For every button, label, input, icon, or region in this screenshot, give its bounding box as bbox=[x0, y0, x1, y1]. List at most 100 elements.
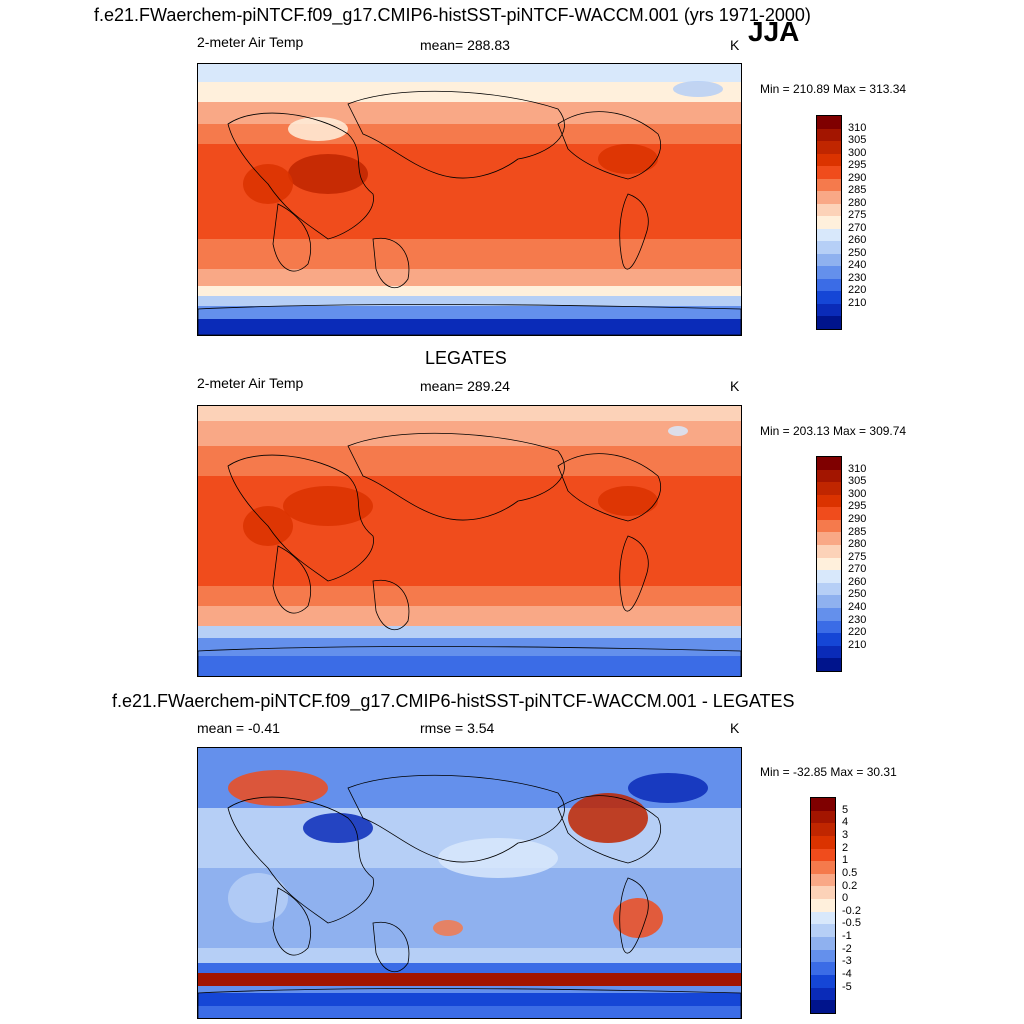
panel1-minmax: Min = 210.89 Max = 313.34 bbox=[760, 82, 907, 96]
map-band bbox=[198, 973, 741, 986]
colorbar-swatch bbox=[811, 861, 835, 874]
coastline bbox=[198, 304, 741, 335]
colorbar-tick-label: 295 bbox=[848, 500, 867, 513]
colorbar-tick-label: 285 bbox=[848, 184, 867, 197]
map-patch bbox=[598, 486, 658, 516]
colorbar-swatch bbox=[817, 645, 841, 659]
coastline bbox=[272, 203, 312, 272]
colorbar-tick-label: 2 bbox=[842, 841, 849, 854]
colorbar-tick-label: 1 bbox=[842, 854, 849, 867]
colorbar-tick-label: 250 bbox=[848, 588, 867, 601]
panel3-minmax: Min = -32.85 Max = 30.31 bbox=[760, 765, 897, 779]
colorbar-tick-label: 300 bbox=[848, 146, 867, 159]
panel3-units: K bbox=[730, 720, 740, 736]
colorbar-tick-label: 210 bbox=[848, 296, 867, 309]
colorbar-swatch bbox=[811, 899, 835, 912]
colorbar-swatch bbox=[817, 545, 841, 558]
map-band bbox=[198, 446, 741, 476]
map-patch bbox=[673, 81, 723, 97]
panel3-map bbox=[197, 747, 742, 1019]
map-band bbox=[198, 656, 741, 676]
coastline bbox=[557, 453, 661, 522]
map-band bbox=[198, 626, 741, 638]
colorbar-swatch bbox=[817, 153, 841, 167]
colorbar-tick-label: 3 bbox=[842, 828, 849, 841]
map-band bbox=[198, 82, 741, 102]
panel1-mean: mean= 288.83 bbox=[420, 37, 510, 53]
colorbar-tick-label: 5 bbox=[842, 803, 849, 816]
colorbar-swatch bbox=[811, 886, 835, 900]
map-patch bbox=[228, 873, 288, 923]
coastline bbox=[198, 988, 741, 1018]
colorbar-swatch bbox=[817, 595, 841, 608]
colorbar-swatches bbox=[816, 456, 842, 672]
map-patch bbox=[568, 793, 648, 843]
map-band bbox=[198, 286, 741, 296]
coastline bbox=[619, 193, 649, 270]
colorbar-tick-label: 220 bbox=[848, 284, 867, 297]
colorbar-tick-label: 300 bbox=[848, 487, 867, 500]
colorbar-swatch bbox=[817, 178, 841, 192]
panel1-units: K bbox=[730, 37, 740, 53]
panel3-mean: mean = -0.41 bbox=[197, 720, 280, 736]
map-band bbox=[198, 306, 741, 319]
coastline bbox=[619, 877, 649, 954]
colorbar-tick-label: 275 bbox=[848, 550, 867, 563]
colorbar-tick-label: 305 bbox=[848, 475, 867, 488]
colorbar-tick-label: 260 bbox=[848, 234, 867, 247]
map-band bbox=[198, 239, 741, 269]
map-patch bbox=[283, 486, 373, 526]
colorbar-swatch bbox=[817, 266, 841, 279]
colorbar-swatch bbox=[811, 949, 835, 963]
coastline bbox=[347, 90, 565, 179]
panel3-title: f.e21.FWaerchem-piNTCF.f09_g17.CMIP6-his… bbox=[112, 691, 795, 711]
colorbar-swatch bbox=[817, 519, 841, 533]
map-band bbox=[198, 1006, 741, 1018]
panel3-rmse: rmse = 3.54 bbox=[420, 720, 495, 736]
panel2-variable: 2-meter Air Temp bbox=[197, 375, 304, 391]
colorbar-tick-label: 285 bbox=[848, 525, 867, 538]
colorbar-swatch bbox=[817, 291, 841, 304]
colorbar-swatch bbox=[817, 469, 841, 483]
colorbar-tick-label: 280 bbox=[848, 196, 867, 209]
map-band bbox=[198, 102, 741, 124]
panel1-variable: 2-meter Air Temp bbox=[197, 34, 304, 50]
map-patch bbox=[598, 144, 658, 174]
colorbar-swatch bbox=[817, 241, 841, 254]
colorbar-tick-label: 220 bbox=[848, 626, 867, 639]
colorbar-tick-label: 280 bbox=[848, 538, 867, 551]
map-band bbox=[198, 606, 741, 626]
colorbar-tick-label: 240 bbox=[848, 601, 867, 614]
colorbar-tick-label: 310 bbox=[848, 121, 867, 134]
colorbar-tick-label: -4 bbox=[842, 968, 852, 981]
map-band bbox=[198, 986, 741, 993]
map-band bbox=[198, 296, 741, 306]
colorbar-swatch bbox=[811, 962, 835, 975]
coastline bbox=[347, 432, 565, 521]
colorbar-tick-label: -5 bbox=[842, 980, 852, 993]
colorbar-swatch bbox=[811, 798, 835, 811]
map-band bbox=[198, 948, 741, 963]
map-band bbox=[198, 124, 741, 144]
colorbar-tick-label: 305 bbox=[848, 134, 867, 147]
map-patch bbox=[288, 117, 348, 141]
colorbar-swatch bbox=[817, 607, 841, 621]
map-band bbox=[198, 421, 741, 446]
colorbar-swatch bbox=[811, 823, 835, 836]
colorbar-tick-label: 4 bbox=[842, 816, 849, 829]
map-band bbox=[198, 993, 741, 1006]
colorbar-swatch bbox=[817, 620, 841, 634]
colorbar-tick-label: 260 bbox=[848, 575, 867, 588]
colorbar-swatch bbox=[811, 1000, 835, 1013]
colorbar-tick-label: -3 bbox=[842, 955, 852, 968]
colorbar-swatch bbox=[817, 116, 841, 129]
colorbar-swatch bbox=[817, 557, 841, 571]
map-patch bbox=[438, 838, 558, 878]
coastline bbox=[557, 795, 661, 864]
coastline bbox=[198, 646, 741, 676]
colorbar-tick-label: 270 bbox=[848, 563, 867, 576]
colorbar-swatch bbox=[811, 937, 835, 950]
panel2-units: K bbox=[730, 378, 740, 394]
colorbar-swatch bbox=[817, 316, 841, 329]
map-patch bbox=[668, 426, 688, 436]
